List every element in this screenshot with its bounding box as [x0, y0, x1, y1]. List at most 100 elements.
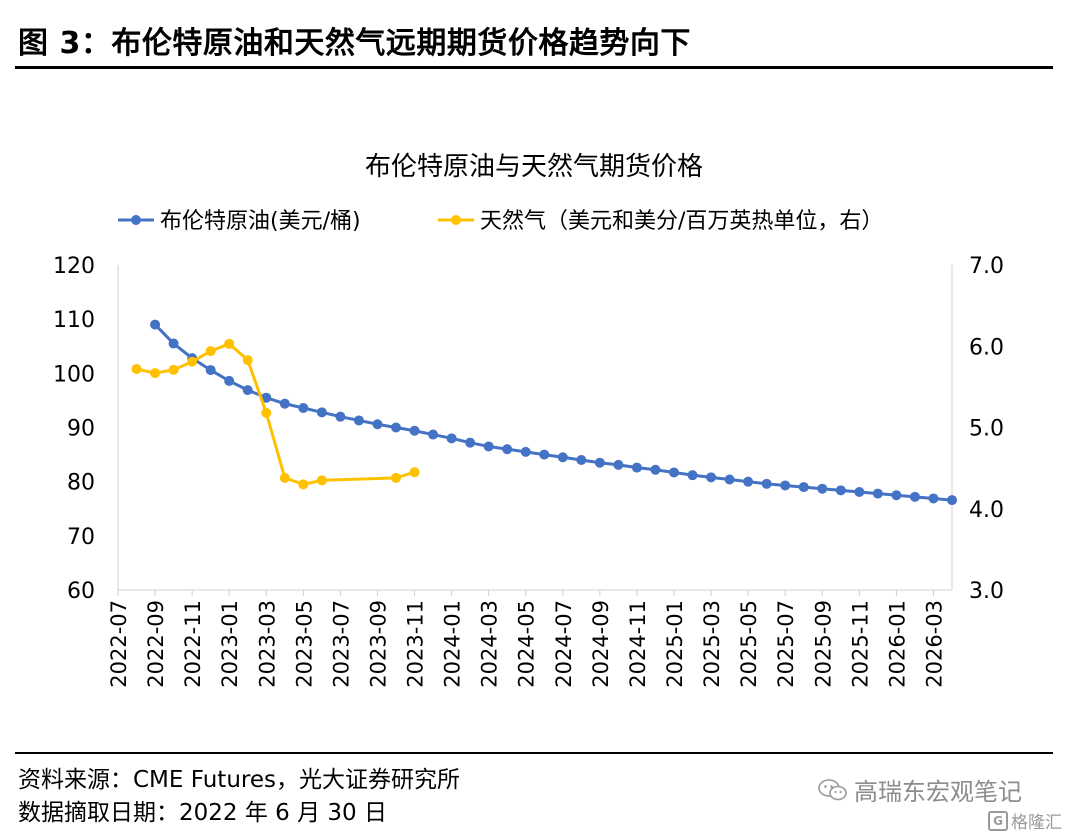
x-tick-label: 2025-11: [848, 600, 872, 688]
natgas-point: [391, 472, 401, 483]
x-tick-label: 2025-07: [774, 600, 798, 688]
brent-point: [316, 407, 327, 418]
chart-title: 布伦特原油与天然气期货价格: [365, 152, 703, 182]
brent-point: [372, 419, 383, 430]
g-logo-icon: G: [988, 810, 1008, 831]
natgas-point: [150, 368, 161, 379]
x-tick-label: 2024-01: [441, 600, 465, 688]
brent-point: [872, 488, 883, 499]
x-tick-label: 2023-03: [255, 600, 279, 688]
brent-point: [298, 403, 309, 413]
brent-point: [724, 474, 735, 485]
brent-point: [780, 480, 791, 491]
y-left-tick-label: 70: [67, 525, 95, 550]
y-left-tick-label: 110: [53, 308, 95, 333]
natgas-point: [168, 364, 179, 375]
brent-point: [224, 375, 235, 386]
brent-point: [335, 411, 346, 422]
brent-point: [928, 493, 939, 504]
brent-point: [539, 449, 550, 460]
brent-point: [409, 425, 420, 436]
brent-point: [817, 483, 828, 494]
brent-point: [391, 422, 401, 433]
natgas-point: [205, 346, 216, 357]
brent-point: [631, 462, 642, 473]
brent-point: [279, 398, 290, 409]
brent-point: [947, 495, 957, 506]
natgas-line: [136, 342, 415, 486]
brent-point: [650, 464, 661, 475]
x-tick-label: 2024-11: [626, 600, 650, 688]
watermark: 高瑞东宏观笔记: [818, 772, 1022, 807]
x-tick-label: 2025-09: [811, 600, 835, 688]
brent-point: [891, 490, 902, 501]
x-tick-label: 2022-07: [107, 600, 131, 688]
brent-point: [798, 482, 809, 493]
brent-point: [835, 485, 846, 496]
y-right-tick-label: 6.0: [969, 335, 1004, 360]
x-tick-label: 2024-09: [589, 600, 613, 688]
natgas-point: [187, 356, 198, 367]
series-layer: [131, 319, 957, 506]
brent-point: [261, 392, 272, 403]
logo: G 格隆汇: [988, 808, 1062, 833]
top-rule: [15, 66, 1053, 69]
y-right-tick-label: 4.0: [969, 498, 1004, 523]
brent-point: [743, 476, 754, 487]
x-tick-label: 2025-05: [737, 600, 761, 688]
natgas-point: [316, 475, 327, 486]
natgas-point: [131, 364, 142, 374]
y-right-tick-label: 3.0: [969, 579, 1004, 604]
y-left-axis: 60 70 80 90 100 110 120: [53, 254, 95, 604]
brent-point: [613, 459, 624, 470]
natgas-point: [298, 479, 309, 490]
x-tick-label: 2023-11: [404, 600, 428, 688]
chart: 布伦特原油与天然气期货价格 布伦特原油(美元/桶) 天然气（美元和美分/百万英热单…: [53, 152, 1004, 688]
x-tick-label: 2024-07: [552, 600, 576, 688]
brent-point: [465, 437, 476, 448]
x-tick-label: 2022-11: [181, 600, 205, 688]
legend: 布伦特原油(美元/桶) 天然气（美元和美分/百万英热单位，右）: [118, 209, 883, 234]
brent-point: [669, 467, 679, 478]
y-right-tick-label: 7.0: [969, 254, 1004, 279]
axes: [117, 265, 953, 591]
brent-point: [520, 446, 531, 457]
brent-point: [706, 472, 717, 483]
brent-point: [428, 429, 439, 440]
y-left-tick-label: 80: [67, 471, 95, 496]
bottom-rule: [15, 752, 1053, 754]
brent-point: [594, 457, 605, 468]
brent-line: [153, 323, 953, 502]
brent-point: [242, 385, 253, 396]
brent-point: [854, 486, 865, 497]
x-tick-label: 2025-03: [700, 600, 724, 688]
x-tick-label: 2024-05: [515, 600, 539, 688]
natgas-point: [261, 407, 272, 418]
legend-marker: [131, 215, 141, 225]
x-tick-label: 2022-09: [144, 600, 168, 688]
y-left-tick-label: 60: [67, 579, 95, 604]
brent-point: [353, 415, 364, 426]
legend-label: 天然气（美元和美分/百万英热单位，右）: [480, 209, 883, 234]
figure-title: 图 3：布伦特原油和天然气远期期货价格趋势向下: [18, 26, 691, 61]
brent-point: [150, 319, 161, 330]
x-tick-label: 2026-01: [885, 600, 909, 688]
x-tick-label: 2023-01: [218, 600, 242, 688]
brent-point: [205, 365, 216, 376]
y-right-tick-label: 5.0: [969, 417, 1004, 442]
x-tick-label: 2023-09: [366, 600, 390, 688]
wechat-icon: [818, 778, 847, 800]
date-note: 数据摘取日期：2022 年 6 月 30 日: [18, 800, 387, 826]
natgas-point: [224, 338, 235, 349]
y-right-axis: 3.0 4.0 5.0 6.0 7.0: [969, 254, 1004, 604]
y-left-tick-label: 120: [53, 254, 95, 279]
brent-point: [168, 338, 179, 349]
brent-point: [483, 441, 494, 452]
x-tick-label: 2024-03: [478, 600, 502, 688]
x-tick-label: 2023-05: [292, 600, 316, 688]
brent-point: [502, 444, 513, 455]
legend-label: 布伦特原油(美元/桶): [160, 209, 361, 234]
legend-marker: [451, 215, 461, 225]
brent-point: [446, 433, 457, 444]
x-tick-label: 2023-07: [329, 600, 353, 688]
